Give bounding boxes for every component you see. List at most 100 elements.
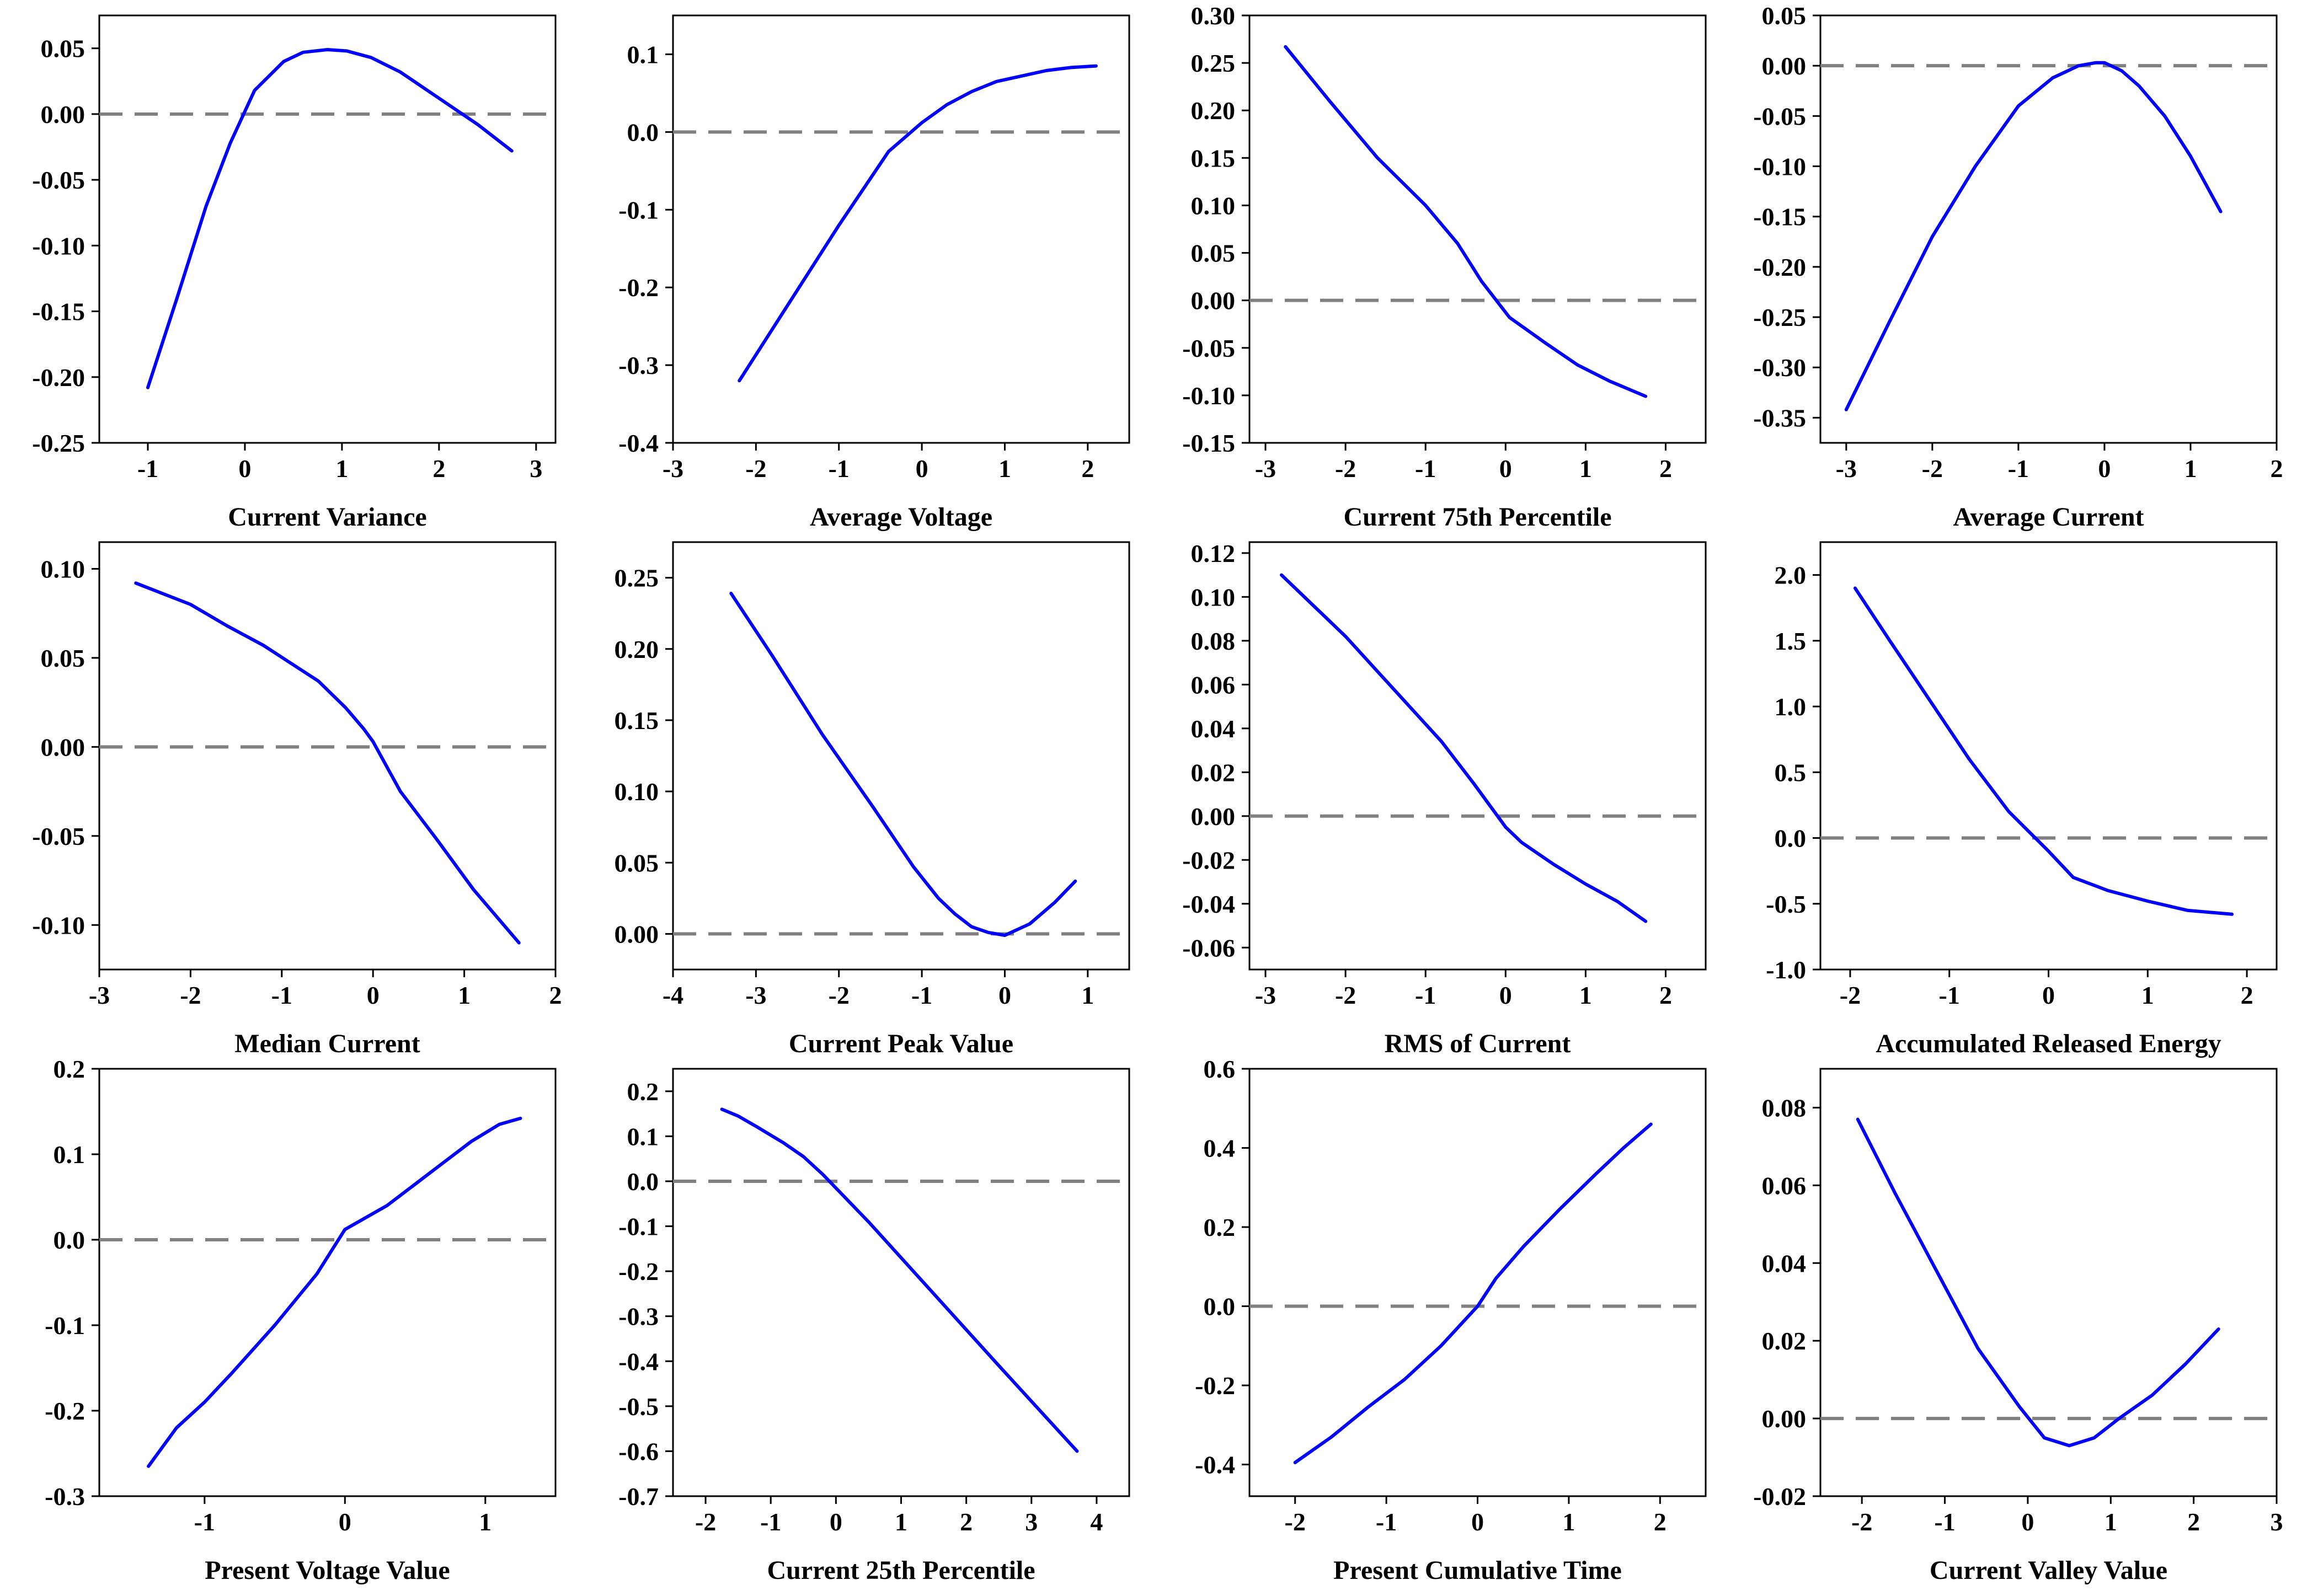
chart-panel-2: -3 -2 -1 0 1 2 0.1 0.0 -0.1 -0.2 -0.3 -0.4 Average V… [618, 14, 1130, 532]
chart-panel-12: -2 -1 0 1 2 3 0.08 0.06 0.04 0.02 0.00 -0.02 Current… [1753, 1068, 2283, 1585]
y-tick-label: 0.05 [1191, 239, 1236, 267]
x-tick-label: -1 [1415, 454, 1436, 483]
y-tick-label: 0.10 [1191, 191, 1236, 219]
x-tick-label: 0 [1499, 454, 1512, 483]
x-tick-label: -1 [271, 981, 292, 1009]
x-tick-label: 2 [2241, 981, 2253, 1009]
y-tick-label: -0.10 [1753, 153, 1806, 181]
y-tick-label: 0.25 [615, 564, 659, 592]
y-tick-label: -0.06 [1182, 934, 1235, 962]
dependence-curve [146, 48, 514, 389]
x-tick-label: 1 [2141, 981, 2154, 1009]
x-tick-label: 4 [1090, 1508, 1103, 1536]
y-tick-label: 0.0 [627, 1167, 659, 1196]
y-tick-label: -0.6 [618, 1437, 659, 1465]
y-tick-label: 0.00 [1191, 287, 1236, 315]
x-tick-label: 2 [2187, 1508, 2200, 1536]
y-tick-label: 0.00 [1191, 802, 1236, 831]
x-tick-label: 0 [1471, 1508, 1484, 1536]
y-tick-label: -0.3 [618, 351, 659, 379]
y-tick-label: -0.5 [1766, 890, 1806, 918]
x-tick-label: 0 [1499, 981, 1512, 1009]
x-tick-label: -1 [1934, 1508, 1955, 1536]
x-tick-label: 0 [339, 1508, 351, 1536]
x-tick-label: -2 [1285, 1508, 1306, 1536]
x-axis-label: Median Current [234, 1029, 420, 1058]
dependence-curve [147, 1116, 522, 1468]
x-tick-label: 0 [367, 981, 380, 1009]
x-tick-label: -1 [911, 981, 932, 1009]
y-tick-label: 0.1 [54, 1140, 86, 1169]
plot-frame [98, 1068, 557, 1497]
x-tick-label: -3 [1255, 981, 1276, 1009]
dependence-curve [720, 1107, 1079, 1453]
chart-panel-11: -2 -1 0 1 2 0.6 0.4 0.2 0.0 -0.2 -0.4 Present Cumul… [1195, 1055, 1707, 1585]
y-tick-label: -0.4 [618, 429, 659, 457]
x-tick-label: 2 [2271, 454, 2283, 483]
plot-frame [1819, 541, 2278, 971]
y-tick-label: -0.15 [1182, 429, 1235, 457]
x-tick-label: -3 [745, 981, 766, 1009]
x-axis-label: Current Variance [228, 502, 426, 532]
plot-frame [1248, 1068, 1707, 1497]
y-tick-label: -0.2 [618, 274, 659, 302]
y-tick-label: 0.2 [627, 1078, 659, 1106]
chart-panel-6: -4 -3 -2 -1 0 1 0.25 0.20 0.15 0.10 0.05 0.00 Curren… [615, 541, 1130, 1058]
x-tick-label: 1 [335, 454, 348, 483]
y-tick-label: 0.10 [1191, 583, 1236, 611]
x-tick-label: -1 [1376, 1508, 1397, 1536]
chart-panel-10: -2 -1 0 1 2 3 4 0.2 0.1 0.0 -0.1 -0.2 -0.3 -0.4 -0.5 -0… [618, 1068, 1130, 1585]
y-tick-label: 0.00 [41, 100, 86, 128]
x-tick-label: -2 [180, 981, 201, 1009]
x-tick-label: -2 [1335, 981, 1356, 1009]
y-tick-label: 0.00 [41, 733, 86, 761]
x-tick-label: 1 [2184, 454, 2197, 483]
plot-frame [98, 14, 557, 444]
y-tick-label: -0.25 [1753, 303, 1806, 331]
x-tick-label: -3 [1836, 454, 1857, 483]
x-tick-label: 2 [1654, 1508, 1667, 1536]
plot-frame [672, 14, 1130, 444]
x-tick-label: 1 [1579, 981, 1592, 1009]
y-tick-label: -0.05 [32, 822, 85, 850]
x-tick-label: 2 [432, 454, 445, 483]
plot-frame [1248, 541, 1707, 971]
x-axis-label: RMS of Current [1385, 1029, 1571, 1058]
y-tick-label: 0.12 [1191, 539, 1236, 567]
x-tick-label: -2 [1851, 1508, 1872, 1536]
dependence-curve [1293, 1122, 1653, 1464]
x-tick-label: 3 [530, 454, 542, 483]
x-tick-label: -2 [1335, 454, 1356, 483]
y-tick-label: 0.2 [54, 1055, 86, 1083]
y-tick-label: 0.15 [615, 706, 659, 735]
y-tick-label: 0.00 [1762, 52, 1807, 80]
dependence-curve [1856, 1117, 2220, 1448]
x-axis-label: Present Cumulative Time [1333, 1556, 1622, 1585]
x-tick-label: 0 [998, 981, 1011, 1009]
x-axis-label: Current 75th Percentile [1343, 502, 1611, 532]
y-tick-label: -0.02 [1753, 1482, 1806, 1511]
y-tick-label: -0.20 [1753, 253, 1806, 281]
y-tick-label: -0.4 [618, 1347, 659, 1375]
x-tick-label: 1 [1579, 454, 1592, 483]
x-tick-label: 0 [916, 454, 928, 483]
y-tick-label: 1.0 [1775, 693, 1807, 721]
y-tick-label: 0.0 [627, 118, 659, 146]
x-tick-label: 0 [2042, 981, 2055, 1009]
y-tick-label: 0.10 [41, 555, 86, 583]
x-tick-label: -1 [194, 1508, 215, 1536]
dependence-curve [729, 592, 1077, 937]
y-tick-label: 2.0 [1775, 561, 1807, 590]
x-tick-label: -1 [137, 454, 158, 483]
x-tick-label: -2 [1922, 454, 1943, 483]
x-tick-label: 1 [2105, 1508, 2117, 1536]
y-tick-label: 0.25 [1191, 49, 1236, 77]
dependence-curve [1844, 61, 2223, 411]
y-tick-label: -0.15 [1753, 203, 1806, 231]
y-tick-label: -0.10 [1182, 382, 1235, 410]
y-tick-label: 0.04 [1762, 1249, 1807, 1277]
x-tick-label: -2 [695, 1508, 716, 1536]
y-tick-label: 0.4 [1204, 1134, 1236, 1163]
dependence-curve [1280, 573, 1648, 923]
